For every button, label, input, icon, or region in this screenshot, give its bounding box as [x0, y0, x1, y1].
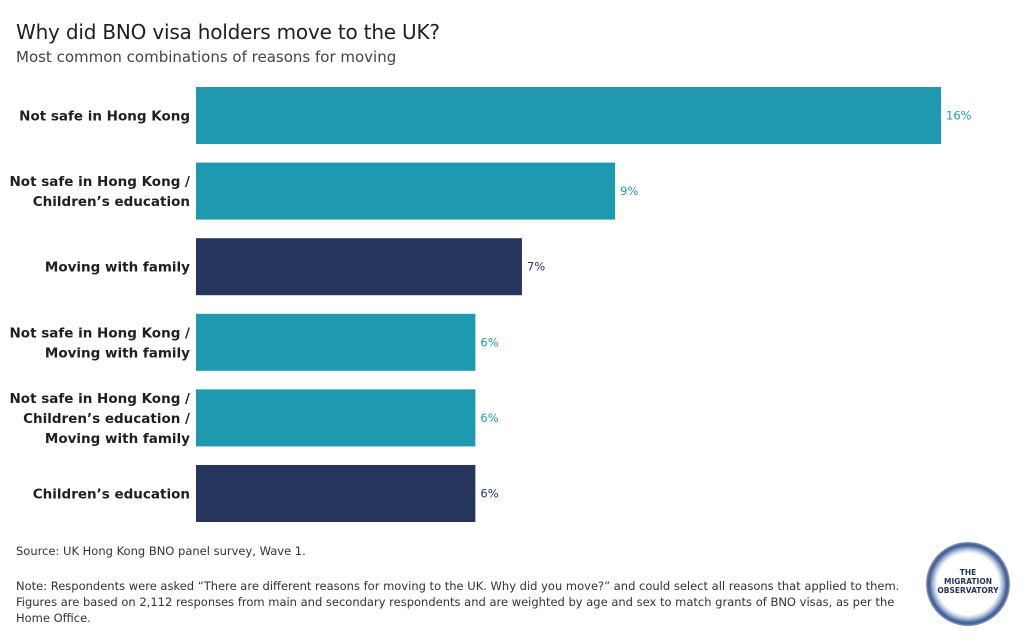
- category-label-4: Not safe in Hong Kong / Children’s educat…: [10, 391, 191, 447]
- category-label-3: Not safe in Hong Kong / Moving with famil…: [10, 325, 191, 361]
- category-label-line: Moving with family: [45, 431, 190, 447]
- value-label-4: 6%: [480, 411, 498, 425]
- value-label-1: 9%: [620, 184, 638, 198]
- bar-5: [196, 465, 476, 522]
- logo-ring-icon: [926, 542, 1010, 626]
- logo-line-3: OBSERVATORY: [937, 586, 999, 595]
- category-label-line: Children’s education: [33, 194, 190, 210]
- category-label-line: Not safe in Hong Kong /: [10, 325, 191, 341]
- logo-line-2: MIGRATION: [944, 577, 992, 586]
- category-label-line: Children’s education: [33, 487, 190, 503]
- value-label-0: 16%: [946, 109, 972, 123]
- category-label-0: Not safe in Hong Kong: [19, 109, 190, 125]
- bar-0: [196, 87, 941, 144]
- bar-1: [196, 162, 616, 220]
- chart-subtitle: Most common combinations of reasons for …: [16, 48, 397, 66]
- source-note: Source: UK Hong Kong BNO panel survey, W…: [16, 544, 306, 558]
- bar-2: [196, 238, 522, 296]
- footnote: Note: Respondents were asked “There are …: [16, 579, 900, 625]
- category-label-line: Moving with family: [45, 345, 190, 361]
- category-label-line: Not safe in Hong Kong /: [10, 391, 191, 407]
- value-label-5: 6%: [480, 487, 498, 501]
- category-label-line: Moving with family: [45, 260, 190, 276]
- category-label-5: Children’s education: [33, 487, 190, 503]
- bar-chart: 16% Not safe in Hong Kong 9% Not safe in Ho…: [10, 87, 972, 522]
- bar-4: [196, 389, 476, 447]
- value-label-2: 7%: [527, 260, 545, 274]
- category-label-line: Not safe in Hong Kong /: [10, 174, 191, 190]
- logo-line-1: THE: [959, 568, 977, 577]
- category-label-1: Not safe in Hong Kong / Children’s educat…: [10, 174, 191, 210]
- logo-text: THE MIGRATION OBSERVATORY: [926, 568, 1010, 595]
- category-label-2: Moving with family: [45, 260, 190, 276]
- value-label-3: 6%: [480, 335, 498, 349]
- migration-observatory-logo: THE MIGRATION OBSERVATORY: [926, 542, 1010, 626]
- chart-title: Why did BNO visa holders move to the UK?: [16, 20, 440, 44]
- bar-3: [196, 313, 476, 371]
- category-label-line: Not safe in Hong Kong: [19, 109, 190, 125]
- category-label-line: Children’s education /: [23, 411, 190, 427]
